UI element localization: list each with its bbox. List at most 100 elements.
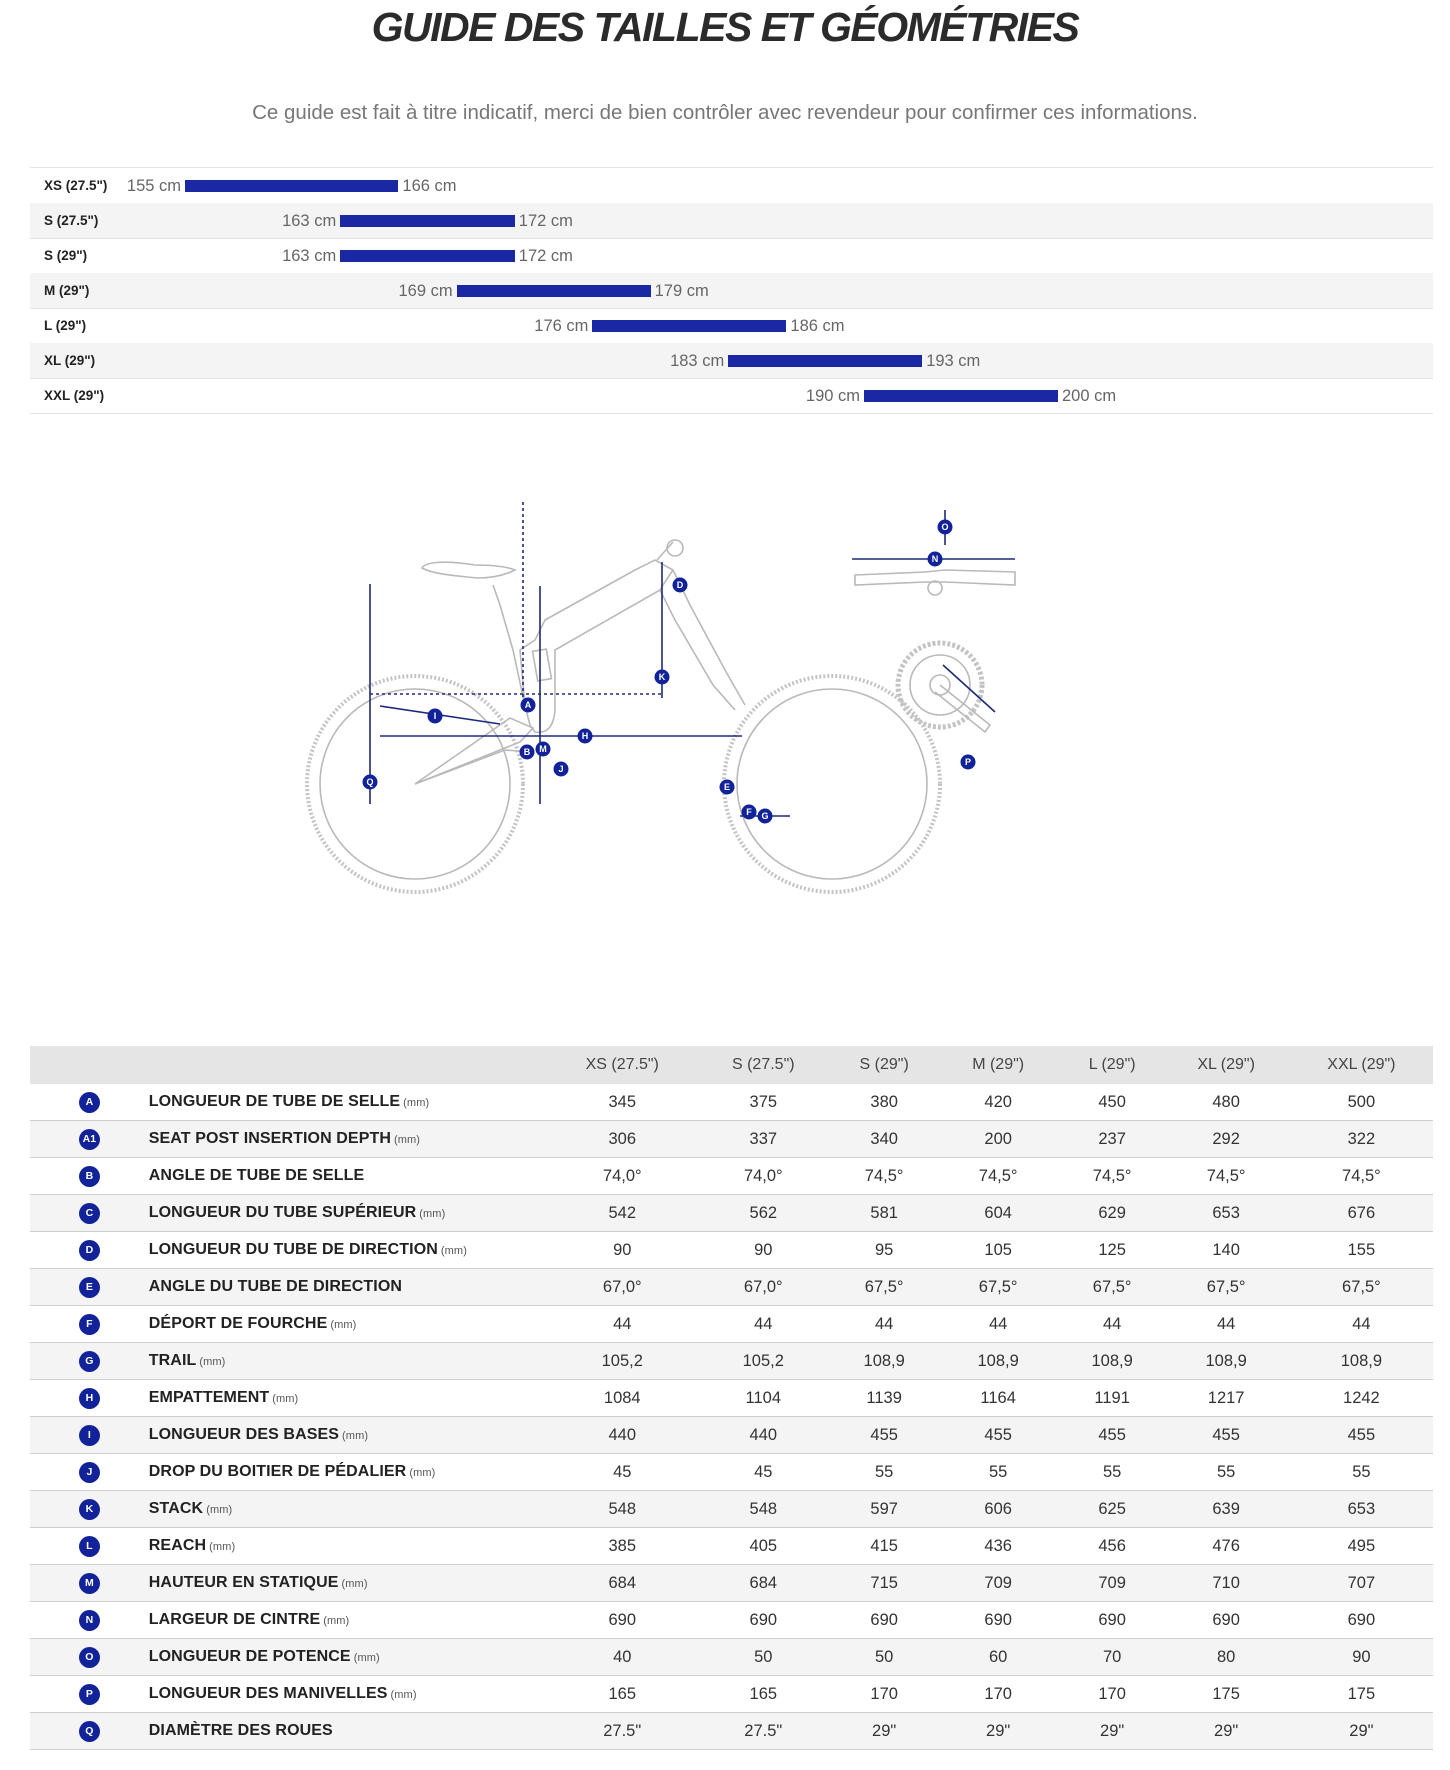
measure-label-cell: LONGUEUR DU TUBE DE DIRECTION (mm) — [148, 1231, 552, 1269]
value-cell: 27.5" — [551, 1712, 693, 1750]
value-cell: 690 — [833, 1601, 935, 1639]
column-header: S (27.5") — [692, 1046, 834, 1084]
diagram-badge-n — [927, 551, 943, 567]
value-cell: 44 — [1162, 1305, 1290, 1343]
diagram-badge-label: M — [539, 744, 547, 754]
value-cell: 476 — [1162, 1527, 1290, 1565]
measure-badge: A — [78, 1091, 100, 1113]
value-cell: 440 — [551, 1416, 693, 1454]
measure-label-cell: LONGUEUR DE POTENCE (mm) — [148, 1638, 552, 1676]
size-range-bar — [185, 180, 399, 192]
value-cell: 105,2 — [692, 1342, 834, 1380]
measure-unit: (mm) — [272, 1393, 299, 1405]
value-cell: 67,0° — [692, 1268, 834, 1306]
measure-label: LONGUEUR DES MANIVELLES — [148, 1685, 388, 1702]
value-cell: 639 — [1162, 1490, 1290, 1528]
value-cell: 690 — [692, 1601, 834, 1639]
value-cell: 690 — [934, 1601, 1062, 1639]
measure-label: ANGLE DU TUBE DE DIRECTION — [148, 1278, 403, 1295]
geometry-table: XS (27.5") S (27.5") S (29") M (29") L (29")… — [30, 1046, 1433, 1750]
measure-badge: F — [78, 1313, 100, 1335]
measure-unit: (mm) — [206, 1504, 233, 1516]
measure-unit: (mm) — [323, 1615, 350, 1627]
measure-label-cell: DROP DU BOITIER DE PÉDALIER (mm) — [148, 1453, 552, 1491]
table-row: P LONGUEUR DES MANIVELLES (mm) 165 165 170 170… — [30, 1675, 1433, 1713]
value-cell: 29" — [1061, 1712, 1163, 1750]
measure-unit: (mm) — [394, 1134, 421, 1146]
value-cell: 709 — [934, 1564, 1062, 1602]
diagram-badge-label: P — [965, 757, 971, 767]
measure-label: EMPATTEMENT — [148, 1389, 270, 1406]
value-cell: 604 — [934, 1194, 1062, 1232]
value-cell: 455 — [1289, 1416, 1433, 1454]
value-cell: 450 — [1061, 1084, 1163, 1121]
diagram-badge-label: N — [932, 554, 939, 564]
diagram-badge-label: A — [525, 700, 532, 710]
badge-cell: B — [30, 1157, 149, 1195]
measure-unit: (mm) — [440, 1245, 467, 1257]
value-cell: 322 — [1289, 1120, 1433, 1158]
column-header: XL (29") — [1162, 1046, 1290, 1084]
value-cell: 55 — [1162, 1453, 1290, 1491]
page-title: GUIDE DES TAILLES ET GÉOMÉTRIES — [371, 4, 1080, 50]
value-cell: 629 — [1061, 1194, 1163, 1232]
value-cell: 292 — [1162, 1120, 1290, 1158]
value-cell: 405 — [692, 1527, 834, 1565]
table-row: A LONGUEUR DE TUBE DE SELLE (mm) 345 375 380 4… — [30, 1084, 1433, 1121]
value-cell: 548 — [692, 1490, 834, 1528]
value-cell: 74,5° — [1162, 1157, 1290, 1195]
value-cell: 684 — [551, 1564, 693, 1602]
size-range-bar — [340, 250, 515, 262]
badge-cell: H — [30, 1379, 149, 1417]
value-cell: 55 — [1061, 1453, 1163, 1491]
measure-badge: B — [78, 1165, 100, 1187]
size-label: XS (27.5") — [44, 178, 108, 193]
value-cell: 170 — [934, 1675, 1062, 1713]
size-min-height: 163 cm — [282, 212, 337, 230]
measure-label-cell: LONGUEUR DES MANIVELLES (mm) — [148, 1675, 552, 1713]
value-cell: 345 — [551, 1084, 693, 1121]
value-cell: 165 — [692, 1675, 834, 1713]
size-label: XL (29") — [44, 353, 96, 368]
value-cell: 67,5° — [1289, 1268, 1433, 1306]
value-cell: 108,9 — [1162, 1342, 1290, 1380]
badge-cell: K — [30, 1490, 149, 1528]
measure-unit: (mm) — [419, 1208, 446, 1220]
value-cell: 170 — [1061, 1675, 1163, 1713]
value-cell: 1217 — [1162, 1379, 1290, 1417]
value-cell: 67,5° — [1061, 1268, 1163, 1306]
value-cell: 140 — [1162, 1231, 1290, 1269]
measure-unit: (mm) — [330, 1319, 357, 1331]
column-header: S (29") — [833, 1046, 935, 1084]
size-max-height: 193 cm — [926, 352, 981, 370]
size-chart: XS (27.5") 155 cm 166 cm S (27.5") 163 cm 172… — [30, 167, 1433, 415]
value-cell: 67,5° — [934, 1268, 1062, 1306]
size-label: L (29") — [44, 318, 87, 333]
diagram-badge-a — [520, 697, 536, 713]
value-cell: 74,5° — [833, 1157, 935, 1195]
diagram-badge-label: J — [558, 764, 563, 774]
size-max-height: 179 cm — [654, 282, 709, 300]
badge-cell: F — [30, 1305, 149, 1343]
value-cell: 436 — [934, 1527, 1062, 1565]
value-cell: 375 — [692, 1084, 834, 1121]
table-row: C LONGUEUR DU TUBE SUPÉRIEUR (mm) 542 562 581… — [30, 1194, 1433, 1232]
value-cell: 165 — [551, 1675, 693, 1713]
measure-label: ANGLE DE TUBE DE SELLE — [148, 1167, 365, 1184]
table-row: A1 SEAT POST INSERTION DEPTH (mm) 306 337 340… — [30, 1120, 1433, 1158]
measure-label: LARGEUR DE CINTRE — [148, 1611, 321, 1628]
measure-label-cell: TRAIL (mm) — [148, 1342, 552, 1380]
page-subtitle: Ce guide est fait à titre indicatif, mer… — [252, 101, 1198, 124]
measure-badge: E — [78, 1276, 100, 1298]
value-cell: 55 — [1289, 1453, 1433, 1491]
size-max-height: 200 cm — [1062, 387, 1117, 405]
measure-label-cell: EMPATTEMENT (mm) — [148, 1379, 552, 1417]
value-cell: 108,9 — [833, 1342, 935, 1380]
value-cell: 1242 — [1289, 1379, 1433, 1417]
measure-label-cell: ANGLE DE TUBE DE SELLE — [148, 1157, 552, 1195]
diagram-badge-d — [672, 577, 688, 593]
value-cell: 1164 — [934, 1379, 1062, 1417]
value-cell: 50 — [833, 1638, 935, 1676]
value-cell: 108,9 — [1061, 1342, 1163, 1380]
value-cell: 455 — [934, 1416, 1062, 1454]
